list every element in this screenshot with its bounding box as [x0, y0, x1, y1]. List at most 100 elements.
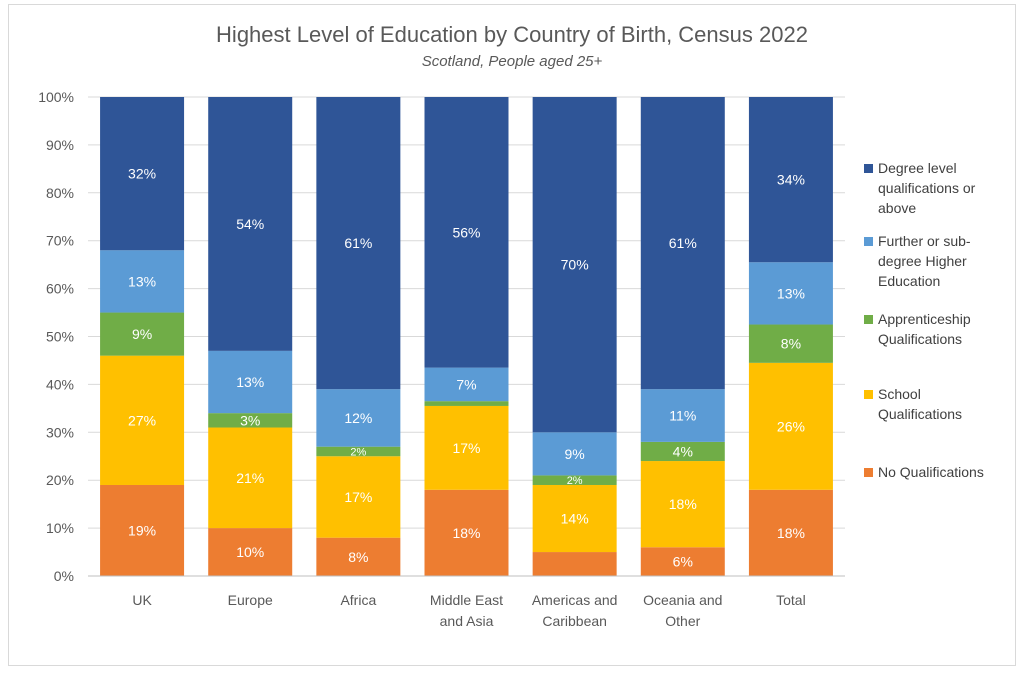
legend-label: Degree level qualifications or above [878, 160, 976, 216]
y-tick-label: 40% [46, 376, 74, 392]
x-tick-label-line: UK [132, 592, 152, 608]
x-tick-label: Middle East and Asia [430, 592, 503, 629]
legend-label-line: Qualifications [878, 406, 962, 422]
y-tick-label: 0% [54, 568, 74, 584]
bar-segment [208, 97, 293, 351]
bar-segment [532, 475, 617, 485]
data-label: 61% [344, 235, 372, 251]
data-label: 21% [236, 470, 264, 486]
data-label: 9% [565, 446, 585, 462]
legend-label-line: degree Higher [878, 253, 967, 269]
data-label: 14% [561, 511, 589, 527]
bar-segment [316, 446, 401, 457]
data-label: 54% [236, 216, 264, 232]
chart-subtitle: Scotland, People aged 25+ [421, 53, 603, 70]
bar-segment [100, 484, 185, 576]
bar-segment [640, 461, 725, 548]
data-label: 10% [236, 544, 264, 560]
data-label: 13% [236, 374, 264, 390]
x-tick-label-line: Americas and [532, 592, 618, 608]
y-tick-label: 30% [46, 424, 74, 440]
legend-label-line: No Qualifications [878, 464, 984, 480]
bar-segment [208, 413, 293, 428]
y-tick-label: 90% [46, 137, 74, 153]
legend-label-line: above [878, 200, 916, 216]
bar-segment [424, 367, 509, 402]
legend-swatch [864, 164, 873, 173]
y-tick-label: 70% [46, 233, 74, 249]
x-tick-label-line: Africa [340, 592, 376, 608]
x-tick-label-line: Europe [228, 592, 273, 608]
bar-segment [424, 405, 509, 490]
bar-segment [424, 97, 509, 368]
x-tick-label: Total [776, 592, 806, 608]
bar-segment [208, 350, 293, 414]
x-tick-label: UK [132, 592, 152, 608]
legend-label-line: Education [878, 273, 940, 289]
data-label: 17% [344, 489, 372, 505]
legend-label-line: qualifications or [878, 180, 976, 196]
x-tick-label-line: Caribbean [542, 613, 607, 629]
x-tick-label-line: Middle East [430, 592, 503, 608]
legend-swatch [864, 237, 873, 246]
data-label: 26% [777, 418, 805, 434]
data-label: 6% [673, 554, 693, 570]
x-tick-label-line: Other [665, 613, 700, 629]
bar-segment [208, 427, 293, 529]
data-label: 61% [669, 235, 697, 251]
data-label: 8% [781, 336, 801, 352]
bar-segment [532, 432, 617, 476]
x-tick-label-line: Oceania and [643, 592, 722, 608]
bar-segment [532, 552, 617, 576]
y-tick-label: 10% [46, 520, 74, 536]
data-label: 18% [777, 525, 805, 541]
bar-segment [424, 401, 509, 406]
legend-label-line: Further or sub- [878, 233, 971, 249]
x-tick-label: Oceania and Other [643, 592, 722, 629]
bar-segment [748, 262, 833, 325]
data-label: 18% [669, 496, 697, 512]
data-label: 13% [128, 273, 156, 289]
legend-label-line: Degree level [878, 160, 957, 176]
bar-segment [424, 489, 509, 576]
x-axis: UK Europe Africa Middle East and Asia America… [88, 575, 845, 629]
bar-segment [208, 528, 293, 576]
legend-label: Apprenticeship Qualifications [878, 311, 971, 347]
legend: Degree level qualifications or above Furthe… [864, 160, 984, 480]
bar-segment [640, 97, 725, 390]
bar-segment [640, 547, 725, 576]
data-label: 8% [348, 549, 368, 565]
chart-title: Highest Level of Education by Country of… [216, 22, 808, 47]
data-label: 13% [777, 285, 805, 301]
bar-segment [100, 250, 185, 313]
bar-segment [748, 97, 833, 263]
bar-segment [532, 97, 617, 433]
bar-segment [316, 389, 401, 447]
legend-swatch [864, 315, 873, 324]
x-tick-label: Americas and Caribbean [532, 592, 618, 629]
data-label: 17% [452, 440, 480, 456]
x-tick-label-line: Total [776, 592, 806, 608]
data-label: 34% [777, 172, 805, 188]
legend-label-line: School [878, 386, 921, 402]
y-tick-label: 100% [38, 89, 74, 105]
x-tick-label: Africa [340, 592, 376, 608]
y-tick-label: 60% [46, 281, 74, 297]
legend-label: No Qualifications [878, 464, 984, 480]
bar-segment [640, 389, 725, 442]
data-label: 18% [452, 525, 480, 541]
legend-label: School Qualifications [878, 386, 962, 422]
bar-segment [748, 362, 833, 490]
x-tick-label-line: and Asia [440, 613, 494, 629]
bar-segment [748, 489, 833, 576]
y-axis: 0% 10% 20% 30% 40% 50% 60% 70% 80% 90% 100% [38, 89, 74, 584]
bar-segment [640, 441, 725, 462]
bar-segment [532, 484, 617, 553]
legend-label-line: Apprenticeship [878, 311, 971, 327]
data-label: 12% [344, 410, 372, 426]
y-tick-label: 50% [46, 329, 74, 345]
legend-swatch [864, 468, 873, 477]
data-labels: 19% 27% 9% 13% 32% 10% 21% 3% 13% 54% 8% 17% 2% 12% 61… [128, 166, 805, 570]
data-label: 19% [128, 522, 156, 538]
